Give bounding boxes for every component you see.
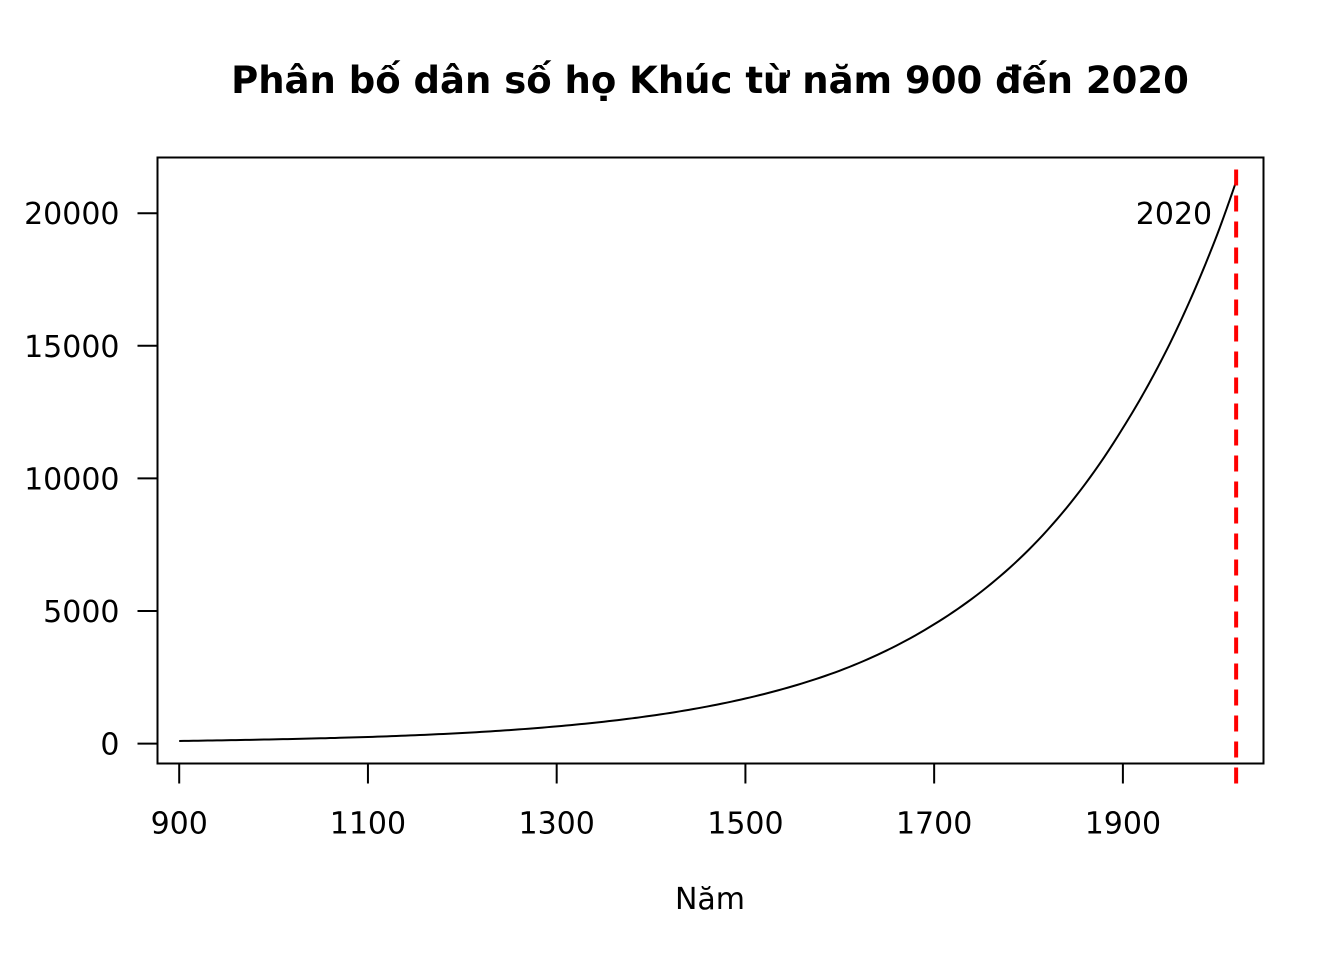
- plot-frame: [156, 156, 1265, 765]
- chart-title: Phân bố dân số họ Khúc từ năm 900 đến 20…: [231, 59, 1189, 102]
- x-tick-label: 900: [151, 807, 208, 842]
- population-series-line: [179, 181, 1238, 742]
- x-axis: 900 1100 1300 1500 1700 1900: [151, 763, 1161, 842]
- y-axis: 0 5000 10000 15000 20000: [24, 197, 158, 763]
- x-tick-label: 1500: [707, 807, 783, 842]
- x-tick-label: 1100: [330, 807, 406, 842]
- y-tick-label: 20000: [24, 197, 119, 232]
- year-2020-annotation: 2020: [1136, 197, 1212, 232]
- x-axis-label: Năm: [675, 882, 745, 917]
- y-tick-label: 0: [100, 728, 119, 763]
- y-tick-label: 10000: [24, 462, 119, 497]
- y-tick-label: 15000: [24, 330, 119, 365]
- y-tick-label: 5000: [43, 595, 119, 630]
- x-tick-label: 1900: [1085, 807, 1161, 842]
- x-tick-label: 1300: [518, 807, 594, 842]
- x-tick-label: 1700: [896, 807, 972, 842]
